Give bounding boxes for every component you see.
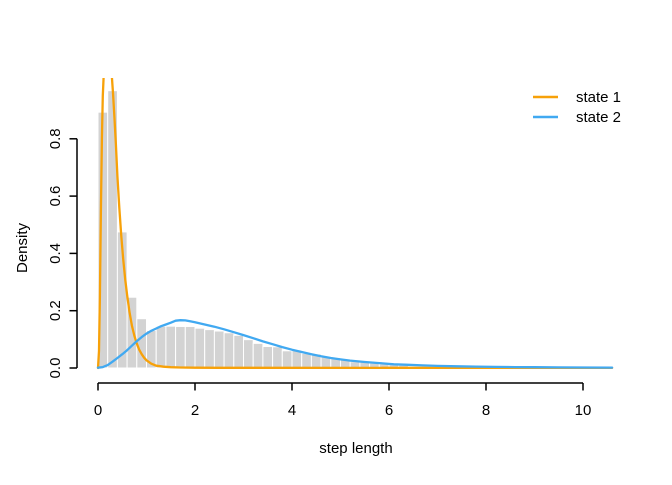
x-tick-label: 6 (385, 402, 393, 419)
x-tick-label: 8 (482, 402, 490, 419)
y-tick-label: 0.4 (47, 243, 64, 264)
x-tick-label: 2 (191, 402, 199, 419)
histogram-bar (272, 346, 283, 369)
histogram-bar (281, 350, 293, 369)
y-axis-label: Density (14, 222, 31, 273)
histogram-bar (136, 318, 148, 369)
histogram-bar (301, 352, 312, 369)
y-tick-label: 0.0 (47, 358, 64, 379)
histogram-bar (155, 325, 167, 369)
histogram-bar (223, 332, 235, 369)
histogram-bar (243, 339, 254, 369)
legend-label-state-1: state 1 (576, 89, 621, 106)
x-axis: 0 2 4 6 8 10 (94, 382, 592, 419)
x-tick-label: 0 (94, 402, 102, 419)
density-curve-state-1 (96, 78, 614, 370)
histogram-bar (262, 346, 274, 369)
histogram-bar (213, 330, 225, 369)
x-tick-label: 10 (575, 402, 592, 419)
legend-label-state-2: state 2 (576, 109, 621, 126)
histogram-bar (204, 329, 215, 369)
y-tick-label: 0.6 (47, 186, 64, 207)
histogram-bar (184, 325, 196, 369)
histogram-bar (175, 325, 186, 369)
density-curve-state-2 (96, 319, 614, 369)
y-axis: 0.0 0.2 0.4 0.6 0.8 (47, 128, 78, 379)
x-axis-label: step length (319, 440, 392, 457)
histogram-bar (252, 342, 264, 369)
y-tick-label: 0.8 (47, 128, 64, 149)
histogram-bar (233, 334, 245, 369)
histogram-bar (165, 325, 177, 369)
density-curves (96, 78, 614, 370)
histogram-bar (194, 327, 206, 369)
histogram-bars (97, 90, 409, 369)
y-tick-label: 0.2 (47, 300, 64, 321)
x-tick-label: 4 (288, 402, 296, 419)
legend: state 1 state 2 (533, 89, 621, 126)
